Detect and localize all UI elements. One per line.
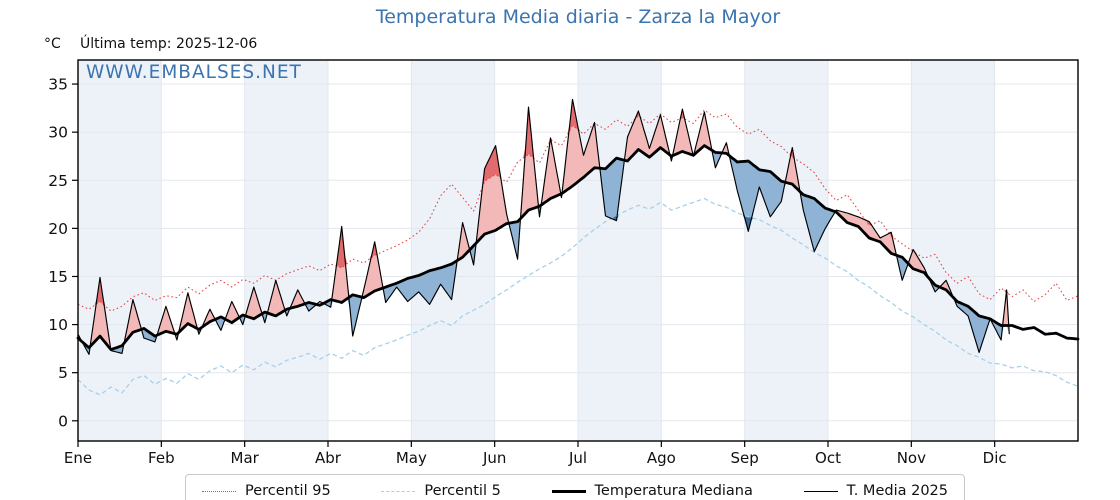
- legend-item-percentil-5: Percentil 5: [381, 483, 501, 499]
- legend-label: T. Media 2025: [846, 483, 948, 499]
- y-tick-label: 0: [58, 412, 68, 430]
- month-band: [78, 60, 162, 441]
- legend-label: Percentil 5: [424, 483, 501, 499]
- legend-item-mediana: Temperatura Mediana: [551, 483, 753, 499]
- legend-item-t-media-2025: T. Media 2025: [803, 483, 948, 499]
- y-tick-label: 5: [58, 364, 68, 382]
- month-band: [244, 60, 328, 441]
- fill-above-median: [78, 99, 1010, 350]
- x-tick-label: Nov: [897, 449, 926, 467]
- percentil-95-line-icon: [202, 490, 236, 492]
- x-tick-label: Jun: [482, 449, 506, 467]
- x-tick-label: Feb: [148, 449, 175, 467]
- percentil-5-line: [77, 197, 1079, 396]
- month-band: [828, 60, 912, 441]
- month-band: [911, 60, 995, 441]
- y-tick-label: 25: [48, 172, 68, 190]
- t-media-2025-line-icon: [803, 490, 838, 492]
- y-tick-label: 30: [48, 124, 68, 142]
- legend-label: Temperatura Mediana: [594, 483, 753, 499]
- month-band: [744, 60, 828, 441]
- month-band: [161, 60, 245, 441]
- x-tick-label: May: [396, 449, 427, 467]
- x-tick-label: Ago: [647, 449, 676, 467]
- month-band: [411, 60, 495, 441]
- chart-title: Temperatura Media diaria - Zarza la Mayo…: [375, 6, 781, 28]
- legend-label: Percentil 95: [245, 483, 331, 499]
- x-tick-label: Mar: [231, 449, 260, 467]
- x-tick-label: Sep: [731, 449, 759, 467]
- fill-below-median: [78, 145, 1010, 355]
- x-tick-label: Oct: [815, 449, 841, 467]
- y-axis-unit-label: °C: [44, 36, 61, 52]
- percentil-5-line-icon: [381, 490, 416, 492]
- y-tick-label: 15: [48, 268, 68, 286]
- x-tick-label: Jul: [568, 449, 587, 467]
- x-tick-label: Abr: [315, 449, 342, 467]
- t-media-2025-line: [77, 98, 1010, 355]
- legend-box: Percentil 95 Percentil 5 Temperatura Med…: [185, 474, 965, 500]
- y-tick-label: 35: [48, 76, 68, 94]
- month-band: [578, 60, 662, 441]
- last-temp-label: Última temp: 2025-12-06: [80, 36, 258, 52]
- x-tick-label: Ene: [64, 449, 92, 467]
- mediana-line: [76, 144, 1080, 351]
- month-band: [994, 60, 1078, 441]
- y-tick-label: 10: [48, 316, 68, 334]
- y-tick-label: 20: [48, 220, 68, 238]
- legend-item-percentil-95: Percentil 95: [202, 483, 331, 499]
- month-band: [494, 60, 578, 441]
- x-tick-label: Dic: [983, 449, 1007, 467]
- watermark: WWW.EMBALSES.NET: [86, 62, 302, 83]
- mediana-line-icon: [551, 489, 586, 493]
